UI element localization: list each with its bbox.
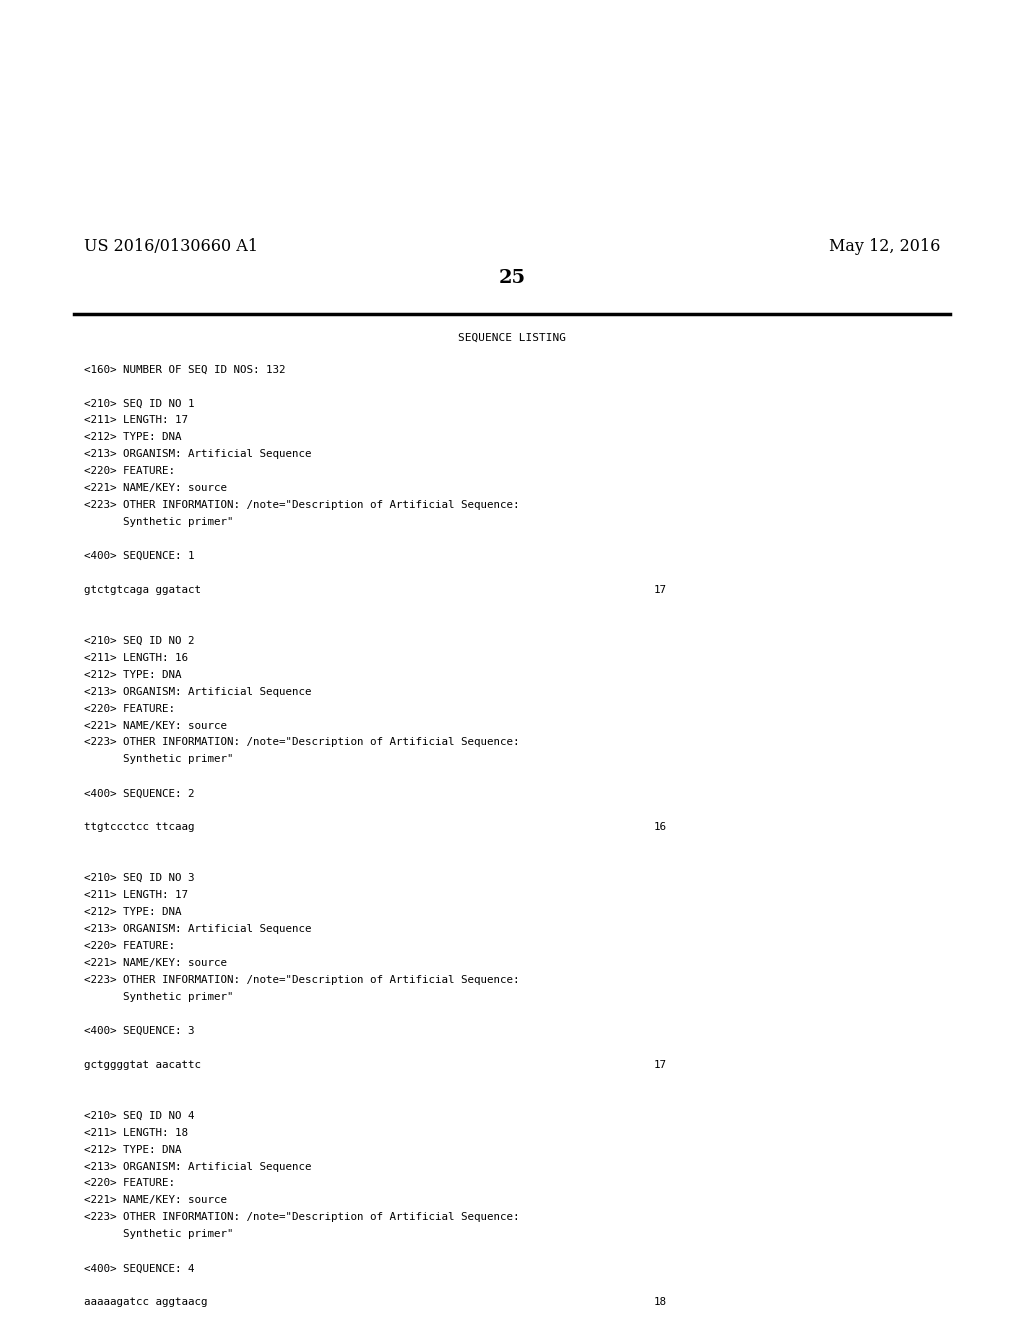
Text: 25: 25 <box>499 269 525 288</box>
Text: gctggggtat aacattc: gctggggtat aacattc <box>84 1060 201 1069</box>
Text: <212> TYPE: DNA: <212> TYPE: DNA <box>84 669 181 680</box>
Text: <211> LENGTH: 16: <211> LENGTH: 16 <box>84 652 188 663</box>
Text: <400> SEQUENCE: 1: <400> SEQUENCE: 1 <box>84 550 195 561</box>
Text: 17: 17 <box>653 1060 667 1069</box>
Text: aaaaagatcc aggtaacg: aaaaagatcc aggtaacg <box>84 1298 208 1307</box>
Text: <211> LENGTH: 17: <211> LENGTH: 17 <box>84 416 188 425</box>
Text: 18: 18 <box>653 1298 667 1307</box>
Text: May 12, 2016: May 12, 2016 <box>828 238 940 255</box>
Text: <213> ORGANISM: Artificial Sequence: <213> ORGANISM: Artificial Sequence <box>84 686 311 697</box>
Text: <223> OTHER INFORMATION: /note="Description of Artificial Sequence:: <223> OTHER INFORMATION: /note="Descript… <box>84 738 519 747</box>
Text: <220> FEATURE:: <220> FEATURE: <box>84 941 175 950</box>
Text: <160> NUMBER OF SEQ ID NOS: 132: <160> NUMBER OF SEQ ID NOS: 132 <box>84 364 286 375</box>
Text: <400> SEQUENCE: 3: <400> SEQUENCE: 3 <box>84 1026 195 1036</box>
Text: <210> SEQ ID NO 2: <210> SEQ ID NO 2 <box>84 636 195 645</box>
Text: Synthetic primer": Synthetic primer" <box>84 1229 233 1239</box>
Text: <221> NAME/KEY: source: <221> NAME/KEY: source <box>84 958 227 968</box>
Text: <211> LENGTH: 18: <211> LENGTH: 18 <box>84 1127 188 1138</box>
Text: <210> SEQ ID NO 3: <210> SEQ ID NO 3 <box>84 874 195 883</box>
Text: <212> TYPE: DNA: <212> TYPE: DNA <box>84 432 181 442</box>
Text: <213> ORGANISM: Artificial Sequence: <213> ORGANISM: Artificial Sequence <box>84 924 311 935</box>
Text: <211> LENGTH: 17: <211> LENGTH: 17 <box>84 890 188 900</box>
Text: <223> OTHER INFORMATION: /note="Description of Artificial Sequence:: <223> OTHER INFORMATION: /note="Descript… <box>84 500 519 510</box>
Text: ttgtccctcc ttcaag: ttgtccctcc ttcaag <box>84 822 195 833</box>
Text: Synthetic primer": Synthetic primer" <box>84 517 233 527</box>
Text: <210> SEQ ID NO 1: <210> SEQ ID NO 1 <box>84 399 195 408</box>
Text: <213> ORGANISM: Artificial Sequence: <213> ORGANISM: Artificial Sequence <box>84 449 311 459</box>
Text: <220> FEATURE:: <220> FEATURE: <box>84 466 175 477</box>
Text: <223> OTHER INFORMATION: /note="Description of Artificial Sequence:: <223> OTHER INFORMATION: /note="Descript… <box>84 975 519 985</box>
Text: gtctgtcaga ggatact: gtctgtcaga ggatact <box>84 585 201 595</box>
Text: <220> FEATURE:: <220> FEATURE: <box>84 704 175 714</box>
Text: 16: 16 <box>653 822 667 833</box>
Text: US 2016/0130660 A1: US 2016/0130660 A1 <box>84 238 258 255</box>
Text: <212> TYPE: DNA: <212> TYPE: DNA <box>84 1144 181 1155</box>
Text: 17: 17 <box>653 585 667 595</box>
Text: <400> SEQUENCE: 2: <400> SEQUENCE: 2 <box>84 788 195 799</box>
Text: <400> SEQUENCE: 4: <400> SEQUENCE: 4 <box>84 1263 195 1274</box>
Text: <210> SEQ ID NO 4: <210> SEQ ID NO 4 <box>84 1110 195 1121</box>
Text: <221> NAME/KEY: source: <221> NAME/KEY: source <box>84 483 227 494</box>
Text: Synthetic primer": Synthetic primer" <box>84 991 233 1002</box>
Text: <213> ORGANISM: Artificial Sequence: <213> ORGANISM: Artificial Sequence <box>84 1162 311 1172</box>
Text: <212> TYPE: DNA: <212> TYPE: DNA <box>84 907 181 917</box>
Text: <221> NAME/KEY: source: <221> NAME/KEY: source <box>84 721 227 730</box>
Text: Synthetic primer": Synthetic primer" <box>84 755 233 764</box>
Text: <221> NAME/KEY: source: <221> NAME/KEY: source <box>84 1196 227 1205</box>
Text: <223> OTHER INFORMATION: /note="Description of Artificial Sequence:: <223> OTHER INFORMATION: /note="Descript… <box>84 1213 519 1222</box>
Text: SEQUENCE LISTING: SEQUENCE LISTING <box>458 333 566 343</box>
Text: <220> FEATURE:: <220> FEATURE: <box>84 1179 175 1188</box>
